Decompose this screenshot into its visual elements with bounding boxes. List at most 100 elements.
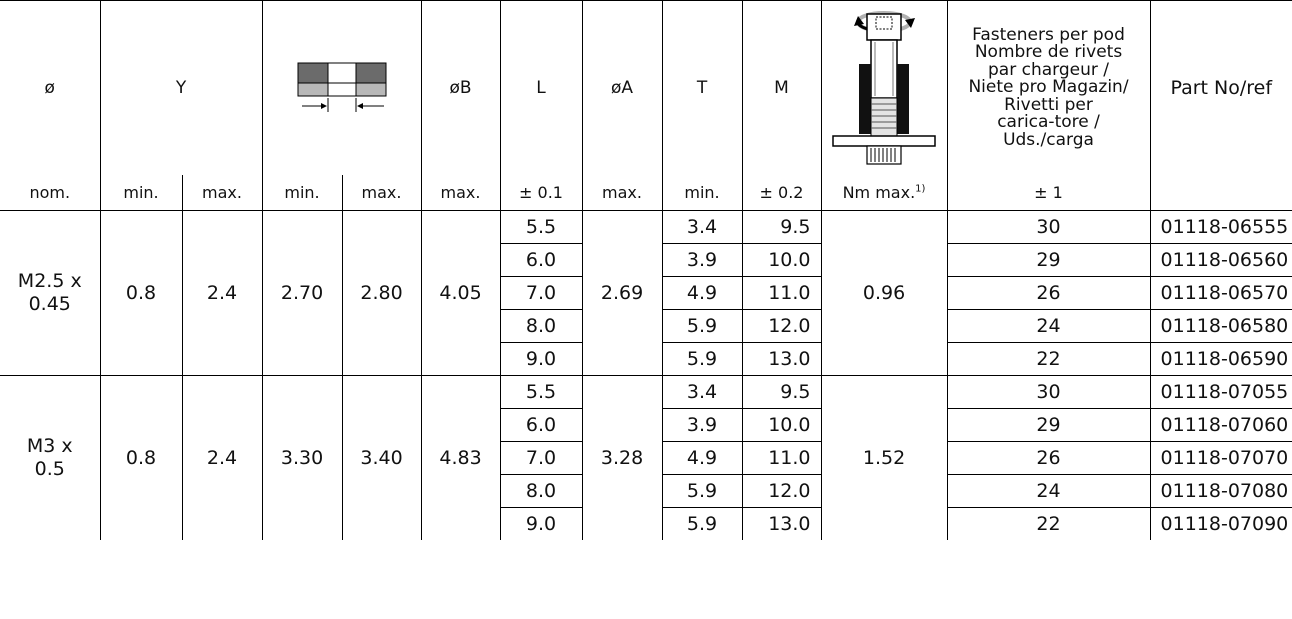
part-number-cell: 01118-07070 [1149, 441, 1292, 475]
m-cell: 12.0 [741, 309, 822, 343]
fastener-spec-table: ø Y øB L øA T M [0, 0, 1292, 540]
t-cell: 3.4 [661, 375, 743, 409]
fasteners-line: Uds./carga [1003, 129, 1094, 150]
torque-fastener-diagram-icon [832, 11, 936, 165]
unit-torque: Nm max.1) [820, 175, 948, 211]
t-cell: 5.9 [661, 309, 743, 343]
size-line: M2.5 x [17, 270, 82, 292]
t-cell: 4.9 [661, 441, 743, 475]
l-cell: 7.0 [499, 441, 583, 475]
unit-torque-label: Nm max. [842, 183, 916, 202]
l-cell: 9.0 [499, 342, 583, 376]
m-cell: 11.0 [741, 441, 822, 475]
size-cell: M3 x 0.5 [0, 375, 100, 540]
t-cell: 5.9 [661, 474, 743, 508]
torque-cell: 1.52 [820, 375, 948, 540]
col-l-header: L [499, 0, 583, 175]
qty-cell: 26 [946, 276, 1151, 310]
part-number-cell: 01118-06555 [1149, 210, 1292, 244]
t-cell: 3.4 [661, 210, 743, 244]
fasteners-line: Fasteners per pod [972, 24, 1125, 45]
table-row: 7.0 4.9 11.0 26 01118-06570 [0, 276, 1292, 310]
fasteners-line: carica-tore / [997, 112, 1100, 133]
unit-dia: nom. [0, 175, 100, 211]
m-cell: 13.0 [741, 342, 822, 376]
footnote-marker: 1) [915, 183, 926, 195]
m-cell: 10.0 [741, 243, 822, 277]
l-cell: 8.0 [499, 474, 583, 508]
t-cell: 3.9 [661, 243, 743, 277]
part-number-cell: 01118-06590 [1149, 342, 1292, 376]
m-cell: 9.5 [741, 210, 822, 244]
unit-y-max: max. [181, 175, 263, 211]
m-cell: 9.5 [741, 375, 822, 409]
part-number-cell: 01118-06580 [1149, 309, 1292, 343]
col-y-header: Y [99, 0, 263, 175]
m-cell: 12.0 [741, 474, 822, 508]
col-part-header: Part No/ref [1149, 0, 1292, 175]
fasteners-line: par chargeur / [988, 59, 1109, 80]
unit-l: ± 0.1 [499, 175, 583, 211]
table-row: 6.0 3.9 10.0 29 01118-07060 [0, 408, 1292, 442]
size-cell: M2.5 x 0.45 [0, 211, 100, 376]
size-line: 0.5 [34, 458, 65, 480]
unit-grip-min: min. [261, 175, 343, 211]
table-row: 6.0 3.9 10.0 29 01118-06560 [0, 243, 1292, 277]
y-min-cell: 0.8 [99, 210, 182, 376]
col-t-header: T [661, 0, 743, 175]
l-cell: 6.0 [499, 408, 583, 442]
part-number-cell: 01118-07055 [1149, 375, 1292, 409]
table-row: 9.0 5.9 13.0 22 01118-06590 [0, 342, 1292, 376]
col-grip-header [261, 0, 422, 175]
col-m-header: M [741, 0, 822, 175]
units-row: nom. min. max. min. max. max. ± 0.1 max.… [0, 175, 1292, 211]
qty-cell: 26 [946, 441, 1151, 475]
fasteners-line: Rivetti per [1004, 94, 1093, 115]
unit-part [1149, 175, 1292, 211]
l-cell: 7.0 [499, 276, 583, 310]
fasteners-line: Nombre de rivets [974, 42, 1123, 63]
col-ob-header: øB [420, 0, 501, 175]
part-number-cell: 01118-06560 [1149, 243, 1292, 277]
unit-t: min. [661, 175, 743, 211]
m-cell: 11.0 [741, 276, 822, 310]
t-cell: 4.9 [661, 276, 743, 310]
qty-cell: 22 [946, 342, 1151, 376]
m-cell: 10.0 [741, 408, 822, 442]
unit-m: ± 0.2 [741, 175, 822, 211]
qty-cell: 30 [946, 210, 1151, 244]
col-fasteners-header: Fasteners per pod Nombre de rivets par c… [946, 0, 1151, 175]
part-number-cell: 01118-06570 [1149, 276, 1292, 310]
qty-cell: 22 [946, 507, 1151, 540]
unit-oa: max. [581, 175, 663, 211]
grip-range-diagram-icon [297, 62, 387, 112]
table-row: M3 x 0.5 0.8 2.4 3.30 3.40 4.83 5.5 3.28 … [0, 375, 1292, 540]
col-torque-header [820, 0, 948, 175]
torque-cell: 0.96 [820, 210, 948, 376]
t-cell: 3.9 [661, 408, 743, 442]
l-cell: 8.0 [499, 309, 583, 343]
col-dia-header: ø [0, 0, 100, 175]
table-row: 8.0 5.9 12.0 24 01118-07080 [0, 474, 1292, 508]
l-cell: 9.0 [499, 507, 583, 540]
table-row: 8.0 5.9 12.0 24 01118-06580 [0, 309, 1292, 343]
qty-cell: 24 [946, 309, 1151, 343]
table-row: 9.0 5.9 13.0 22 01118-07090 [0, 507, 1292, 540]
y-max-cell: 2.4 [181, 210, 263, 376]
grip-min-cell: 2.70 [261, 210, 343, 376]
size-line: M3 x [26, 435, 73, 457]
part-number-cell: 01118-07080 [1149, 474, 1292, 508]
unit-grip-max: max. [341, 175, 422, 211]
qty-cell: 29 [946, 408, 1151, 442]
unit-fasteners: ± 1 [946, 175, 1151, 211]
y-max-cell: 2.4 [181, 375, 263, 540]
grip-min-cell: 3.30 [261, 375, 343, 540]
y-min-cell: 0.8 [99, 375, 182, 540]
qty-cell: 24 [946, 474, 1151, 508]
fasteners-line: Niete pro Magazin/ [968, 77, 1129, 98]
part-number-cell: 01118-07090 [1149, 507, 1292, 540]
oa-cell: 3.28 [581, 375, 663, 540]
unit-ob: max. [420, 175, 501, 211]
size-line: 0.45 [28, 293, 71, 315]
table-row: M2.5 x 0.45 0.8 2.4 2.70 2.80 4.05 5.5 2.… [0, 210, 1292, 376]
